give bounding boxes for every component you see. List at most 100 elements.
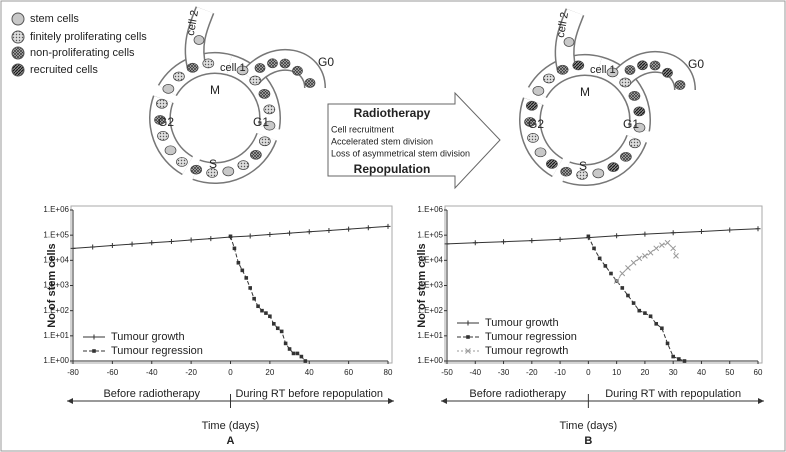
marker xyxy=(291,351,296,356)
marker xyxy=(465,320,471,326)
legend-label: Tumour regrowth xyxy=(485,345,568,357)
marker xyxy=(240,268,245,273)
marker xyxy=(306,229,312,235)
branch xyxy=(556,8,583,73)
x-tick-label: -80 xyxy=(67,368,79,377)
y-tick-label: 1.E+03 xyxy=(43,281,69,290)
cell xyxy=(254,63,266,73)
cell xyxy=(524,117,536,127)
marker xyxy=(260,308,264,313)
phase-label: G2 xyxy=(158,115,174,129)
cell xyxy=(674,80,686,90)
marker xyxy=(303,359,308,363)
legend-label: Tumour growth xyxy=(485,317,559,329)
x-tick-label: 50 xyxy=(725,368,734,377)
x-tick-label: -30 xyxy=(498,368,510,377)
y-tick-label: 1.E+02 xyxy=(43,306,69,315)
y-tick-label: 1.E+06 xyxy=(43,205,69,214)
marker xyxy=(90,244,96,250)
marker xyxy=(208,236,214,242)
y-tick-label: 1.E+00 xyxy=(43,356,69,365)
cell xyxy=(526,100,538,111)
x-tick-label: -20 xyxy=(526,368,538,377)
panel-label: A xyxy=(227,435,235,447)
marker xyxy=(630,259,637,266)
marker xyxy=(609,271,613,276)
marker xyxy=(670,230,676,236)
arrow-footer: Repopulation xyxy=(354,162,431,176)
cell xyxy=(624,65,636,75)
y-tick-label: 1.E+05 xyxy=(43,230,69,239)
marker xyxy=(465,348,471,354)
phase-label: M xyxy=(580,85,590,99)
x-tick-label: -10 xyxy=(554,368,566,377)
cycle-arrow xyxy=(192,133,276,183)
phase-label: S xyxy=(579,159,587,173)
annotation: During RT with repopulation xyxy=(605,388,741,400)
cell xyxy=(173,71,185,82)
x-tick-label: 0 xyxy=(228,368,233,377)
marker xyxy=(586,234,591,239)
series-line xyxy=(446,228,759,245)
marker xyxy=(670,245,677,252)
marker xyxy=(665,341,670,346)
x-axis-label: Time (days) xyxy=(202,420,260,432)
cell xyxy=(620,151,632,162)
cell xyxy=(193,35,205,45)
marker xyxy=(625,265,631,271)
arrow-line: Cell recruitment xyxy=(331,124,395,134)
cell xyxy=(543,73,555,84)
marker xyxy=(619,270,626,277)
cell xyxy=(250,149,262,160)
marker xyxy=(637,308,642,313)
legend-text: finitely proliferating cells xyxy=(30,31,147,43)
legend-text: stem cells xyxy=(30,13,79,25)
y-tick-label: 1.E+05 xyxy=(417,230,443,239)
marker xyxy=(654,322,659,326)
cell xyxy=(222,166,235,177)
marker xyxy=(472,240,478,246)
marker xyxy=(252,296,256,301)
marker xyxy=(272,322,276,326)
cell xyxy=(186,62,199,73)
x-tick-label: -40 xyxy=(146,368,158,377)
cell-label: cell 1 xyxy=(590,64,616,76)
cell xyxy=(560,166,573,177)
marker xyxy=(299,354,304,359)
cell-label: cell 1 xyxy=(220,62,246,74)
marker xyxy=(236,260,241,265)
cell xyxy=(263,120,276,131)
phase-label: G0 xyxy=(688,57,704,71)
phase-label: M xyxy=(210,83,220,97)
marker xyxy=(264,311,268,315)
cell xyxy=(304,78,316,88)
marker xyxy=(677,357,681,361)
marker xyxy=(620,286,625,290)
cell xyxy=(154,115,166,125)
cell xyxy=(637,60,648,71)
marker xyxy=(295,351,300,356)
marker xyxy=(228,234,233,239)
cell xyxy=(263,104,276,115)
marker xyxy=(232,246,237,251)
y-axis-label: No of stem cells xyxy=(416,243,428,327)
marker xyxy=(287,230,293,236)
cell xyxy=(527,133,539,143)
cell xyxy=(534,147,547,158)
marker xyxy=(673,253,679,259)
y-axis-label: No of stem cells xyxy=(46,243,58,327)
cell xyxy=(572,60,585,71)
cell xyxy=(532,86,545,96)
annotation: Before radiotherapy xyxy=(103,388,200,400)
y-tick-label: 1.E+01 xyxy=(43,331,69,340)
y-tick-label: 1.E+04 xyxy=(43,255,69,264)
cell xyxy=(628,91,641,101)
marker xyxy=(466,335,470,339)
x-tick-label: 40 xyxy=(697,368,706,377)
cell xyxy=(576,170,588,180)
panel-label: B xyxy=(584,435,592,447)
phase-label: G1 xyxy=(253,115,269,129)
x-tick-label: 30 xyxy=(669,368,678,377)
